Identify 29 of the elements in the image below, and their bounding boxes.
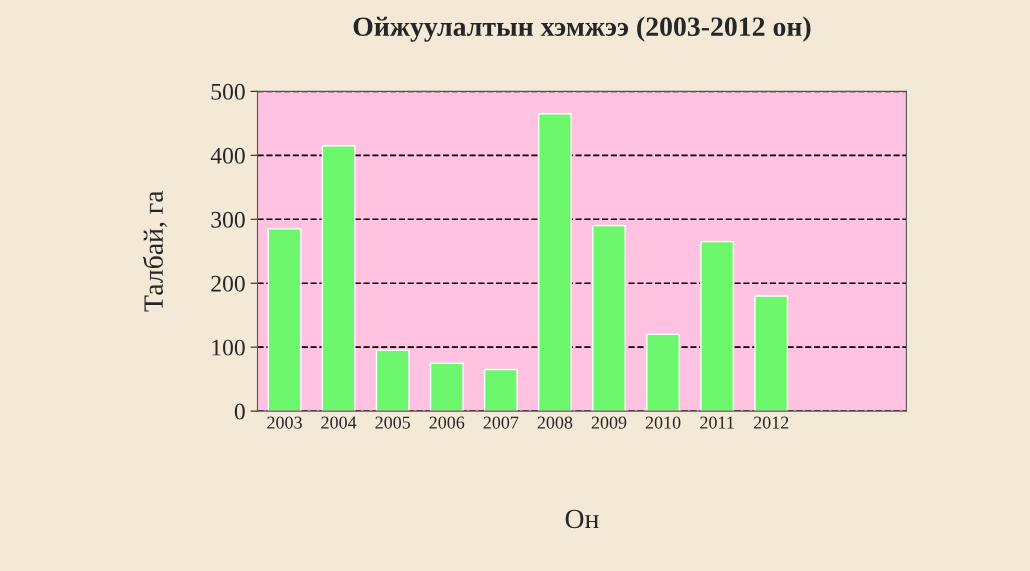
bar bbox=[700, 240, 735, 412]
x-tick-label: 2008 bbox=[537, 416, 573, 429]
y-tick-label: 0 bbox=[234, 403, 245, 420]
x-tick-label: 2012 bbox=[753, 416, 789, 429]
bar bbox=[483, 368, 518, 412]
bar bbox=[592, 224, 626, 412]
y-tick-label: 200 bbox=[211, 275, 245, 292]
y-tick-label: 500 bbox=[211, 83, 245, 100]
x-tick-label: 2003 bbox=[267, 416, 302, 429]
bar bbox=[646, 333, 680, 412]
bar bbox=[321, 145, 356, 412]
bar bbox=[537, 113, 572, 412]
bar bbox=[754, 295, 789, 412]
bar bbox=[267, 228, 302, 412]
bar bbox=[429, 362, 464, 412]
x-axis-title: Он bbox=[565, 509, 599, 529]
bar bbox=[375, 349, 410, 412]
x-tick-label: 2006 bbox=[429, 416, 465, 429]
x-tick-label: 2007 bbox=[483, 416, 519, 429]
y-tick-label: 400 bbox=[210, 147, 245, 164]
chart-title: Ойжуулалтын хэмжээ (2003-2012 он) bbox=[353, 16, 811, 42]
x-tick-label: 2005 bbox=[375, 416, 411, 429]
x-tick-label: 2009 bbox=[591, 416, 627, 429]
y-tick-label: 300 bbox=[211, 211, 245, 228]
y-axis-title: Талбай, га bbox=[142, 190, 167, 312]
x-tick-label: 2011 bbox=[700, 416, 734, 429]
x-tick-label: 2010 bbox=[645, 416, 681, 429]
x-tick-label: 2004 bbox=[321, 416, 357, 429]
y-tick-label: 100 bbox=[212, 339, 245, 356]
